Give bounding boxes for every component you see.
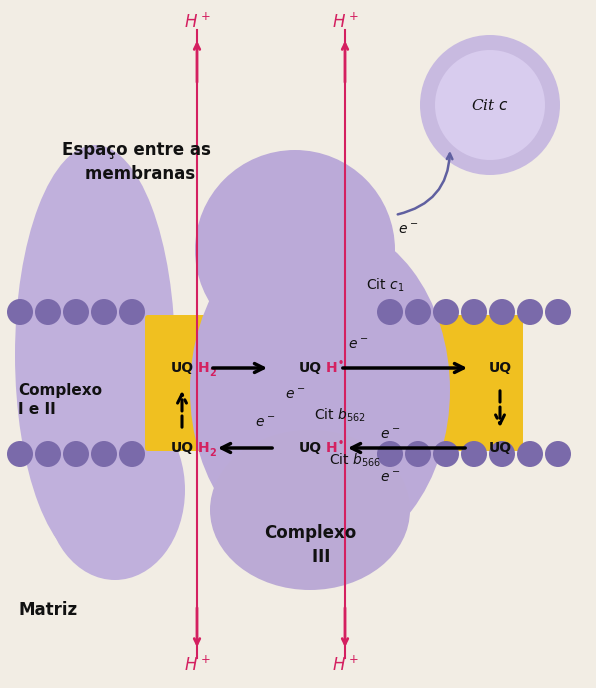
Text: Complexo
    III: Complexo III (264, 524, 356, 566)
Circle shape (7, 299, 33, 325)
Text: •: • (338, 438, 344, 448)
Text: H: H (326, 441, 338, 455)
Circle shape (377, 441, 403, 467)
Text: UQ: UQ (170, 441, 194, 455)
Circle shape (461, 299, 487, 325)
Text: $e^-$: $e^-$ (398, 223, 418, 237)
Circle shape (489, 299, 515, 325)
Circle shape (91, 441, 117, 467)
Ellipse shape (210, 430, 410, 590)
Text: 2: 2 (210, 368, 216, 378)
Circle shape (405, 299, 431, 325)
Circle shape (119, 299, 145, 325)
Circle shape (433, 441, 459, 467)
Circle shape (377, 299, 403, 325)
Circle shape (433, 299, 459, 325)
Circle shape (35, 441, 61, 467)
Ellipse shape (190, 220, 450, 560)
Ellipse shape (15, 145, 175, 565)
Circle shape (63, 299, 89, 325)
Text: H: H (198, 361, 210, 375)
Ellipse shape (45, 400, 185, 580)
Text: $H^+$: $H^+$ (332, 656, 358, 675)
Text: $e^-$: $e^-$ (348, 338, 368, 352)
Circle shape (63, 441, 89, 467)
Text: Cit $b_{566}$: Cit $b_{566}$ (329, 451, 381, 469)
Text: $H^+$: $H^+$ (332, 12, 358, 32)
Text: $e^-$: $e^-$ (380, 428, 400, 442)
Text: UQ: UQ (489, 361, 511, 375)
Text: •: • (338, 358, 344, 368)
FancyBboxPatch shape (427, 315, 523, 451)
Ellipse shape (195, 150, 395, 350)
Text: $e^-$: $e^-$ (380, 471, 400, 485)
Circle shape (7, 441, 33, 467)
Text: Complexo
I e II: Complexo I e II (18, 383, 102, 418)
Circle shape (405, 441, 431, 467)
Text: $H^+$: $H^+$ (184, 656, 210, 675)
Text: H: H (198, 441, 210, 455)
Text: 2: 2 (210, 448, 216, 458)
Text: UQ: UQ (170, 361, 194, 375)
Circle shape (91, 299, 117, 325)
Circle shape (35, 299, 61, 325)
Text: Espaço entre as
    membranas: Espaço entre as membranas (62, 141, 211, 183)
Text: UQ: UQ (299, 441, 322, 455)
Text: Cit $c$: Cit $c$ (471, 98, 509, 113)
Text: UQ: UQ (489, 441, 511, 455)
Circle shape (545, 441, 571, 467)
Circle shape (435, 50, 545, 160)
FancyBboxPatch shape (145, 315, 231, 451)
Text: $H^+$: $H^+$ (184, 12, 210, 32)
Circle shape (545, 299, 571, 325)
Text: $e^-$: $e^-$ (285, 388, 305, 402)
Circle shape (489, 441, 515, 467)
Circle shape (420, 35, 560, 175)
Circle shape (517, 299, 543, 325)
Circle shape (517, 441, 543, 467)
Text: Matriz: Matriz (18, 601, 77, 619)
Text: Cit $c_1$: Cit $c_1$ (366, 277, 404, 294)
Circle shape (461, 441, 487, 467)
Circle shape (119, 441, 145, 467)
Text: UQ: UQ (299, 361, 322, 375)
Text: $e^-$: $e^-$ (255, 416, 275, 430)
Text: H: H (326, 361, 338, 375)
Text: Cit $b_{562}$: Cit $b_{562}$ (314, 407, 366, 424)
